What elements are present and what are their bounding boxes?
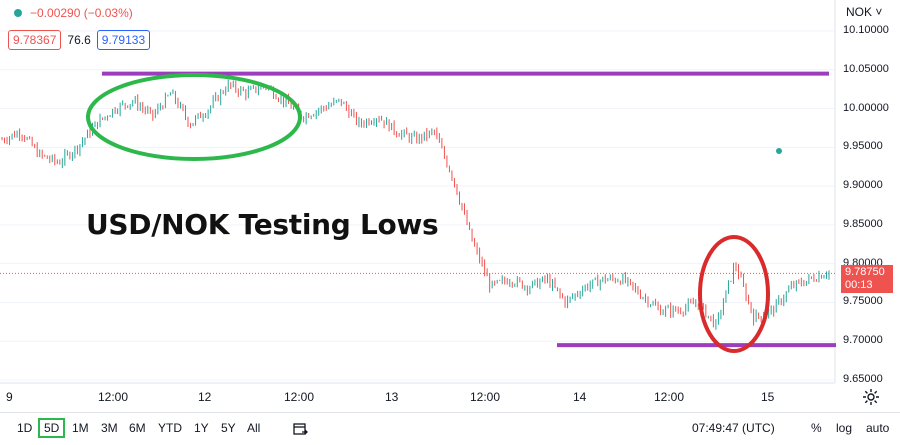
x-tick-label: 12:00 bbox=[654, 390, 685, 404]
last-price-tag: 9.78750 00:13 bbox=[841, 265, 893, 293]
chart-grid bbox=[0, 30, 835, 381]
range-button-1d[interactable]: 1D bbox=[17, 421, 33, 435]
y-tick-label: 9.75000 bbox=[843, 295, 883, 308]
utc-clock[interactable]: 07:49:47 (UTC) bbox=[692, 421, 775, 435]
range-button-all[interactable]: All bbox=[247, 421, 261, 435]
chart-headline: USD/NOK Testing Lows bbox=[86, 208, 439, 241]
x-tick-label: 12 bbox=[198, 390, 212, 404]
settings-gear-icon[interactable] bbox=[862, 388, 880, 406]
y-tick-label: 10.10000 bbox=[843, 24, 889, 36]
price-change: −0.00290 (−0.03%) bbox=[30, 6, 133, 20]
last-price-value: 9.78750 bbox=[845, 266, 885, 278]
y-tick-label: 9.65000 bbox=[843, 373, 883, 385]
highlight-circle-green bbox=[86, 73, 302, 161]
range-button-1m[interactable]: 1M bbox=[72, 421, 89, 435]
log-toggle[interactable]: log bbox=[836, 421, 853, 435]
x-tick-label: 9 bbox=[6, 390, 13, 404]
range-button-6m[interactable]: 6M bbox=[129, 421, 146, 435]
currency-dropdown[interactable]: NOK ˅ bbox=[846, 5, 883, 19]
indicator-dot bbox=[776, 148, 782, 154]
auto-toggle[interactable]: auto bbox=[866, 421, 890, 435]
x-tick-label: 13 bbox=[385, 390, 399, 404]
range-button-1y[interactable]: 1Y bbox=[194, 421, 209, 435]
x-tick-label: 15 bbox=[761, 390, 775, 404]
market-open-icon bbox=[14, 9, 22, 17]
x-tick-label: 12:00 bbox=[98, 390, 129, 404]
goto-date-icon[interactable] bbox=[293, 421, 309, 437]
sell-price-button[interactable]: 9.78367 bbox=[8, 30, 62, 50]
y-tick-label: 10.05000 bbox=[843, 62, 889, 75]
range-button-5d[interactable]: 5D bbox=[38, 418, 66, 438]
price-series bbox=[1, 79, 830, 330]
highlight-circle-red bbox=[698, 235, 770, 353]
y-tick-label: 9.95000 bbox=[843, 140, 883, 153]
spread-value: 76.6 bbox=[67, 33, 91, 47]
range-button-ytd[interactable]: YTD bbox=[158, 421, 182, 435]
bar-countdown: 00:13 bbox=[845, 279, 873, 291]
y-tick-label: 9.70000 bbox=[843, 334, 883, 347]
y-tick-label: 9.90000 bbox=[843, 179, 883, 192]
buy-price-button[interactable]: 9.79133 bbox=[96, 30, 151, 50]
trade-row: 9.78367 76.6 9.79133 bbox=[8, 30, 151, 50]
symbol-header: −0.00290 (−0.03%) bbox=[14, 6, 133, 20]
x-tick-label: 12:00 bbox=[284, 390, 315, 404]
range-button-3m[interactable]: 3M bbox=[101, 421, 118, 435]
x-tick-label: 12:00 bbox=[470, 390, 501, 404]
y-tick-label: 9.85000 bbox=[843, 217, 883, 230]
y-tick-label: 10.00000 bbox=[843, 101, 889, 114]
range-button-5y[interactable]: 5Y bbox=[221, 421, 236, 435]
x-tick-label: 14 bbox=[573, 390, 587, 404]
percent-toggle[interactable]: % bbox=[811, 421, 822, 435]
bottom-toolbar: 1D 5D 1M 3M 6M YTD 1Y 5Y All 07:49:47 (UTC) % lo… bbox=[0, 412, 900, 445]
